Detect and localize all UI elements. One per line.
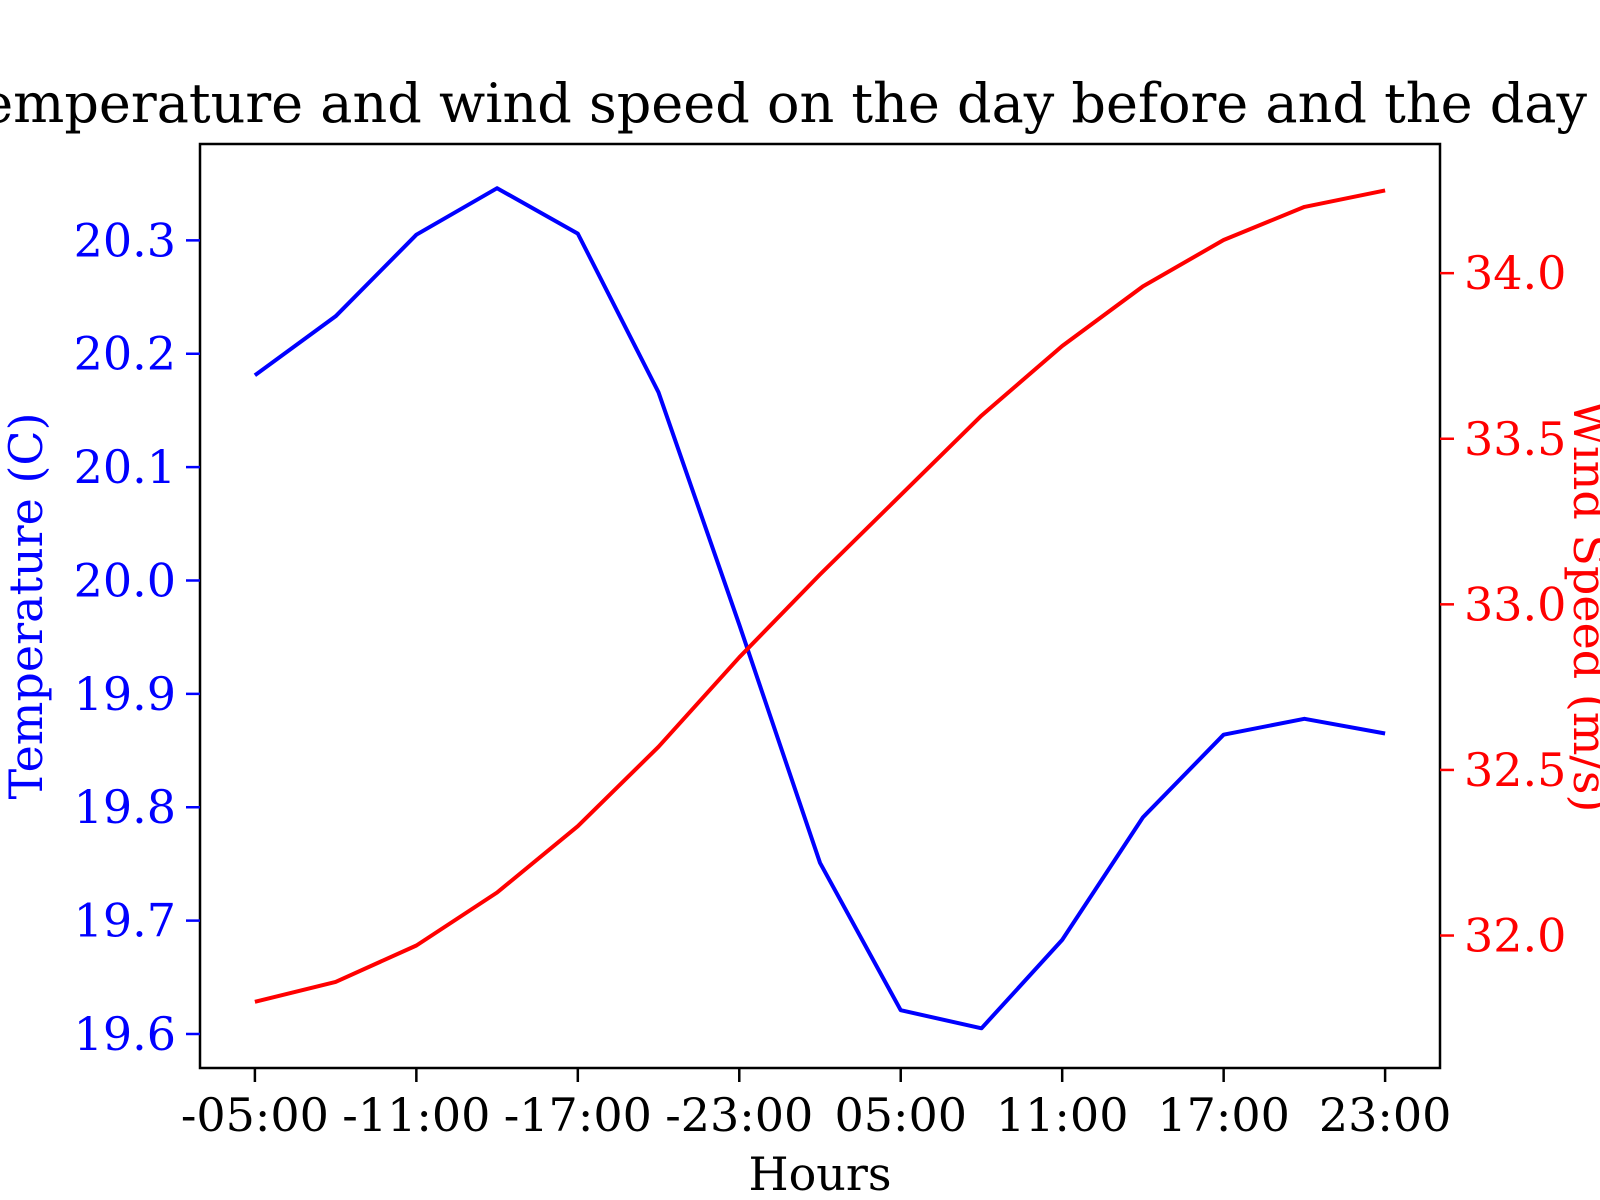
y-left-tick-label: 19.6 — [74, 1007, 176, 1061]
y-axis-right: 32.0 32.5 33.0 33.5 34.0 — [1440, 246, 1566, 963]
wind-speed-line — [254, 188, 1386, 1004]
y-right-tick-label: 34.0 — [1464, 246, 1566, 300]
y-left-tick-label: 20.3 — [74, 213, 176, 267]
series-layer — [253, 186, 1386, 1031]
y-axis-right-label: Wind Speed (m/s) — [1563, 400, 1600, 813]
x-tick-label: -23:00 — [665, 1088, 813, 1142]
y-axis-left: 19.6 19.7 19.8 19.9 20.0 20.1 20.2 20.3 — [74, 213, 200, 1061]
chart-title: Temperature and wind speed on the day be… — [0, 72, 1600, 135]
y-left-tick-label: 20.1 — [74, 440, 176, 494]
x-axis-label: Hours — [748, 1147, 891, 1200]
y-left-tick-label: 19.9 — [74, 667, 176, 721]
x-tick-label: 11:00 — [996, 1088, 1129, 1142]
y-left-tick-label: 19.8 — [74, 780, 176, 834]
x-tick-label: -17:00 — [504, 1088, 652, 1142]
y-right-tick-label: 33.0 — [1464, 577, 1566, 631]
y-axis-left-label: Temperature (C) — [0, 412, 53, 799]
y-left-tick-label: 19.7 — [74, 894, 176, 948]
x-axis: -05:00 -11:00 -17:00 -23:00 05:00 11:00 17:00 2… — [181, 1068, 1452, 1142]
x-tick-label: -11:00 — [342, 1088, 490, 1142]
y-left-tick-label: 20.0 — [74, 553, 176, 607]
temperature-line — [253, 186, 1386, 1031]
y-right-tick-label: 32.5 — [1464, 743, 1566, 797]
y-right-tick-label: 33.5 — [1464, 412, 1566, 466]
x-tick-label: -05:00 — [181, 1088, 329, 1142]
x-tick-label: 17:00 — [1157, 1088, 1290, 1142]
y-left-tick-label: 20.2 — [74, 327, 176, 381]
x-tick-label: 23:00 — [1319, 1088, 1452, 1142]
x-tick-label: 05:00 — [834, 1088, 967, 1142]
plot-frame — [198, 142, 1442, 1070]
y-right-tick-label: 32.0 — [1464, 909, 1566, 963]
